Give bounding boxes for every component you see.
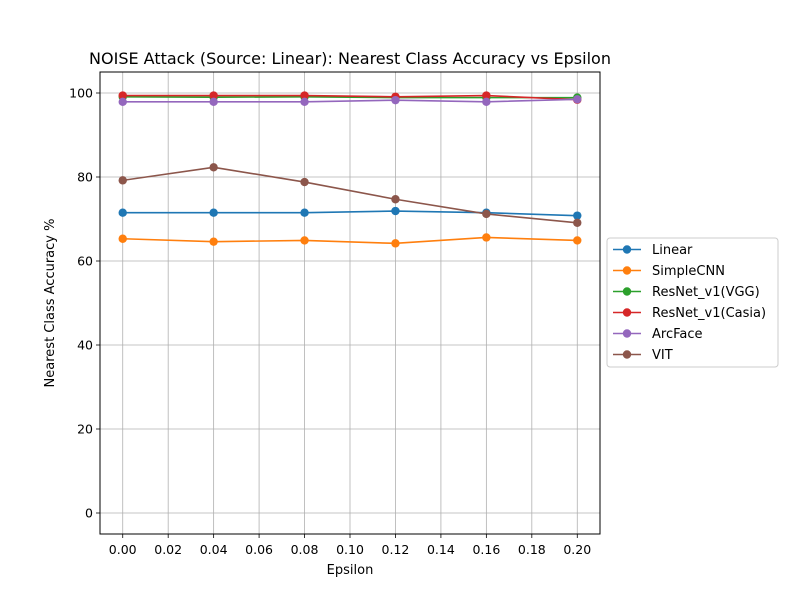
data-point	[209, 163, 218, 172]
chart-title: NOISE Attack (Source: Linear): Nearest C…	[89, 49, 611, 68]
data-point	[391, 195, 400, 204]
data-point	[482, 97, 491, 107]
data-point	[300, 91, 309, 100]
data-point	[391, 239, 400, 248]
legend-item: VIT	[613, 348, 673, 363]
y-tick-label: 0	[85, 506, 93, 521]
x-tick-label: 0.10	[336, 542, 364, 557]
data-point	[300, 208, 309, 217]
data-point	[209, 237, 218, 246]
series-line	[122, 236, 578, 245]
data-point	[482, 209, 491, 219]
y-tick-label: 20	[77, 422, 93, 437]
legend-marker	[622, 266, 632, 275]
series-line	[122, 210, 578, 217]
series-ArcFace	[118, 95, 582, 107]
series-lines	[118, 91, 582, 248]
x-axis-label: Epsilon	[327, 563, 374, 578]
legend-item: ResNet_v1(Casia)	[613, 306, 766, 321]
series-line	[122, 94, 578, 101]
x-tick-label: 0.06	[245, 542, 273, 557]
legend-label: ResNet_v1(Casia)	[652, 306, 766, 321]
data-point	[209, 208, 218, 217]
data-point	[300, 97, 309, 107]
data-point	[118, 234, 127, 243]
legend-item: Linear	[613, 243, 693, 258]
x-tick-label: 0.00	[109, 542, 137, 557]
y-tick-label: 60	[77, 254, 93, 269]
y-tick-label: 80	[77, 170, 93, 185]
data-point	[118, 176, 127, 185]
x-tick-label: 0.04	[200, 542, 228, 557]
data-point	[300, 236, 309, 245]
data-point	[209, 91, 218, 100]
legend-item: ResNet_v1(VGG)	[613, 285, 760, 300]
legend-item: ArcFace	[613, 327, 703, 342]
x-tick-label: 0.12	[382, 542, 410, 557]
legend-label: SimpleCNN	[652, 264, 725, 279]
legend-item: SimpleCNN	[613, 264, 725, 279]
x-tick-label: 0.14	[427, 542, 455, 557]
legend-label: ArcFace	[652, 327, 703, 342]
data-point	[118, 91, 127, 100]
series-VIT	[118, 163, 582, 227]
data-point	[209, 97, 218, 107]
data-point	[573, 95, 582, 104]
data-point	[482, 91, 491, 100]
legend: Linear SimpleCNN ResNet_v1(VGG) ResNet_v1(C…	[606, 237, 779, 368]
grid	[100, 72, 600, 534]
data-point	[573, 211, 582, 220]
x-tick-label: 0.08	[291, 542, 319, 557]
y-tick-label: 100	[69, 86, 93, 101]
data-point	[300, 177, 309, 187]
data-point	[391, 95, 400, 105]
x-tick-label: 0.20	[563, 542, 591, 557]
data-point	[573, 236, 582, 245]
legend-marker	[622, 287, 632, 296]
legend-marker	[622, 350, 632, 359]
legend-label: VIT	[652, 348, 673, 363]
series-line	[122, 166, 578, 224]
data-point	[482, 233, 491, 242]
x-tick-label: 0.16	[472, 542, 500, 557]
data-point	[118, 97, 127, 107]
x-tick-label: 0.02	[154, 542, 182, 557]
data-point	[573, 218, 582, 227]
y-tick-label: 40	[77, 338, 93, 353]
x-tick-label: 0.18	[518, 542, 546, 557]
y-axis-label: Nearest Class Accuracy %	[43, 219, 58, 388]
axis-ticks: 0.00 0.02 0.04 0.06 0.08 0.10 0.12 0.14 0.16 0.18…	[69, 86, 591, 558]
series-SimpleCNN	[118, 233, 582, 248]
legend-marker	[622, 308, 632, 317]
data-point	[118, 208, 127, 217]
data-point	[391, 206, 400, 216]
series-line	[122, 98, 578, 103]
legend-label: ResNet_v1(VGG)	[652, 285, 760, 300]
series-line	[122, 95, 578, 99]
legend-frame	[606, 237, 779, 368]
legend-label: Linear	[652, 243, 693, 258]
legend-marker	[622, 329, 632, 338]
legend-marker	[622, 245, 632, 254]
